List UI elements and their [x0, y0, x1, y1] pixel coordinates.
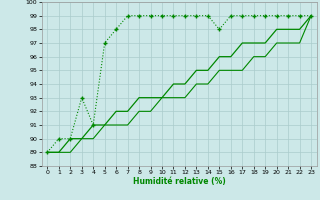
X-axis label: Humidité relative (%): Humidité relative (%)	[133, 177, 226, 186]
